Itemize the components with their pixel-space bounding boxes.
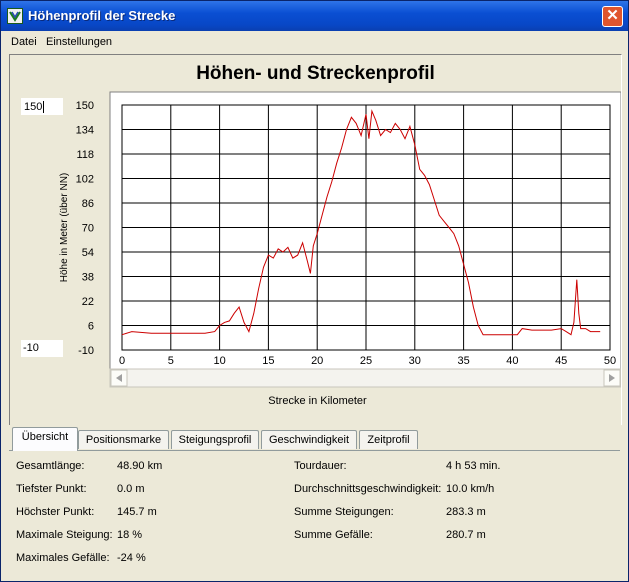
stat-label: Maximales Gefälle: — [16, 552, 110, 564]
y-tick-label: 22 — [82, 296, 94, 308]
x-axis-title: Strecke in Kilometer — [268, 395, 367, 407]
stat-value: -24 % — [117, 552, 146, 564]
elevation-chart: 0 5 10 15 20 25 30 35 40 45 50 150 134 118 102 86 70 54 38… — [59, 91, 621, 388]
scroll-right-icon — [609, 374, 615, 382]
tab-zeitprofil[interactable]: Zeitprofil — [359, 430, 418, 449]
app-icon — [7, 8, 23, 24]
menu-datei[interactable]: Datei — [11, 36, 37, 48]
y-tick-label: 102 — [76, 174, 94, 186]
x-tick-label: 20 — [311, 355, 323, 367]
y-tick-label: 150 — [76, 100, 94, 112]
chart-title: Höhen- und Streckenprofil — [196, 63, 435, 84]
stat-label: Höchster Punkt: — [16, 506, 95, 518]
x-tick-label: 50 — [604, 355, 616, 367]
x-tick-label: 5 — [168, 355, 174, 367]
tab-uebersicht[interactable]: Übersicht — [12, 427, 78, 451]
summary-panel: Gesamtlänge: 48.90 km Tiefster Punkt: 0.… — [9, 450, 620, 577]
menu-bar: Datei Einstellungen — [1, 31, 628, 53]
stat-label: Summe Steigungen: — [294, 506, 394, 518]
tab-strip: Übersicht Positionsmarke Steigungsprofil… — [9, 427, 620, 451]
y-tick-label: 6 — [88, 321, 94, 333]
stat-value: 48.90 km — [117, 460, 163, 472]
y-tick-label: 38 — [82, 272, 94, 284]
x-tick-label: 30 — [409, 355, 421, 367]
elevation-line — [121, 109, 601, 336]
y-tick-label: -10 — [78, 345, 94, 357]
y-tick-label: 70 — [82, 223, 94, 235]
y-axis-title: Höhe in Meter (über NN) — [59, 173, 70, 282]
stat-label: Tiefster Punkt: — [16, 483, 87, 495]
scroll-left-icon — [116, 374, 122, 382]
stat-value: 283.3 m — [446, 506, 486, 518]
y-tick-label: 118 — [76, 149, 94, 161]
horizontal-scrollbar — [109, 368, 621, 388]
x-tick-label: 40 — [506, 355, 518, 367]
window-title: Höhenprofil der Strecke — [28, 8, 176, 23]
close-button[interactable]: ✕ — [602, 6, 623, 27]
close-icon: ✕ — [606, 7, 619, 24]
stat-value: 0.0 m — [117, 483, 145, 495]
stat-label: Durchschnittsgeschwindigkeit: — [294, 483, 442, 495]
stat-label: Summe Gefälle: — [294, 529, 373, 541]
y-max-input[interactable]: 150 — [21, 98, 63, 115]
tab-steigungsprofil[interactable]: Steigungsprofil — [171, 430, 259, 449]
stat-value: 18 % — [117, 529, 143, 541]
tab-positionsmarke[interactable]: Positionsmarke — [78, 430, 169, 449]
stat-value: 280.7 m — [446, 529, 486, 541]
menu-einstellungen[interactable]: Einstellungen — [46, 36, 113, 48]
y-tick-label: 134 — [76, 125, 94, 137]
stat-value: 10.0 km/h — [446, 483, 495, 495]
y-min-input[interactable]: -10 — [21, 340, 63, 357]
stat-value: 4 h 53 min. — [446, 460, 501, 472]
x-tick-label: 45 — [555, 355, 567, 367]
title-bar[interactable]: Höhenprofil der Strecke ✕ — [1, 1, 628, 31]
x-tick-label: 35 — [457, 355, 469, 367]
stat-value: 145.7 m — [117, 506, 157, 518]
stat-label: Maximale Steigung: — [16, 529, 113, 541]
stat-label: Tourdauer: — [294, 460, 347, 472]
chart-area: Höhen- und Streckenprofil 150 -10 0 5 10 15… — [9, 54, 622, 425]
y-tick-label: 54 — [82, 247, 94, 259]
x-tick-label: 10 — [213, 355, 225, 367]
x-tick-label: 0 — [119, 355, 125, 367]
tab-geschwindigkeit[interactable]: Geschwindigkeit — [261, 430, 357, 449]
y-tick-label: 86 — [82, 198, 94, 210]
stat-label: Gesamtlänge: — [16, 460, 85, 472]
x-tick-label: 25 — [360, 355, 372, 367]
x-tick-label: 15 — [262, 355, 274, 367]
